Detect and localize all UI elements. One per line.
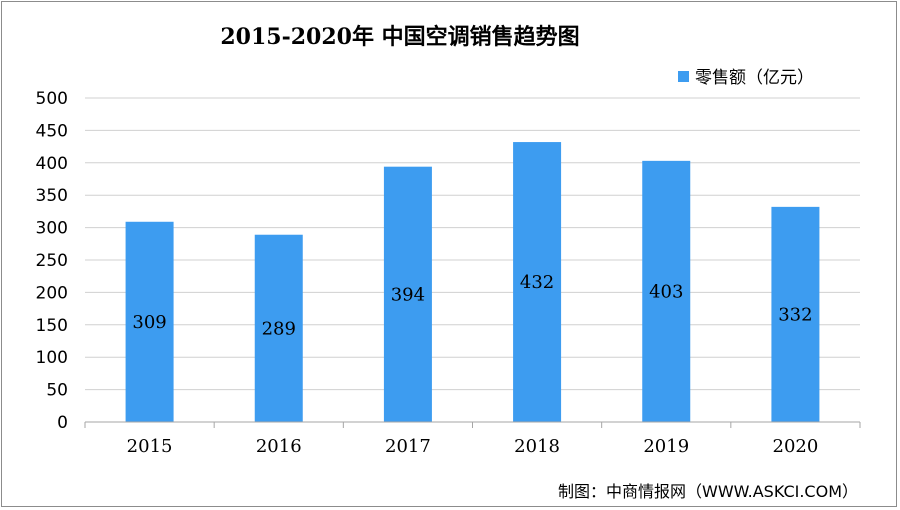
y-tick-label: 100: [36, 348, 68, 368]
gridlines: [85, 97, 860, 391]
data-label: 432: [520, 272, 554, 293]
bar: [125, 221, 174, 422]
y-tick-label: 150: [36, 316, 68, 336]
chart-title: 2015-2020年 中国空调销售趋势图: [220, 24, 579, 50]
x-tick-label: 2016: [256, 436, 302, 457]
x-tick-label: 2017: [385, 436, 431, 457]
bar: [254, 234, 303, 422]
y-tick-label: 200: [36, 283, 68, 303]
legend-swatch: [678, 71, 689, 82]
y-tick-label: 300: [36, 219, 68, 239]
y-tick-label: 250: [36, 251, 68, 271]
y-tick-label: 0: [57, 413, 68, 433]
data-labels: 309 289 394 432 403 332: [132, 272, 812, 339]
y-tick-label: 450: [36, 121, 68, 141]
bar: [383, 166, 432, 422]
data-label: 394: [391, 284, 425, 305]
data-label: 289: [262, 318, 296, 339]
bar: [771, 206, 820, 422]
x-tick-label: 2020: [773, 436, 819, 457]
y-tick-label: 350: [36, 186, 68, 206]
y-tick-label: 400: [36, 154, 68, 174]
data-label: 332: [778, 304, 812, 325]
bars: [125, 142, 820, 422]
source-credit: 制图：中商情报网（WWW.ASKCI.COM）: [558, 482, 858, 501]
y-tick-label: 50: [46, 381, 68, 401]
legend-label: 零售额（亿元）: [695, 68, 814, 88]
y-tick-label: 500: [36, 89, 68, 109]
x-tick-label: 2015: [127, 436, 173, 457]
data-label: 403: [649, 281, 683, 302]
x-tick-label: 2018: [514, 436, 560, 457]
bar: [513, 142, 562, 422]
data-label: 309: [132, 312, 166, 333]
x-axis-ticks: 2015 2016 2017 2018 2019 2020: [84, 422, 861, 457]
x-tick-label: 2019: [643, 436, 689, 457]
y-axis-ticks: 0 50 100 150 200 250 300 350 400 450 500: [36, 89, 68, 433]
legend: 零售额（亿元）: [678, 68, 814, 88]
bar: [642, 160, 691, 422]
